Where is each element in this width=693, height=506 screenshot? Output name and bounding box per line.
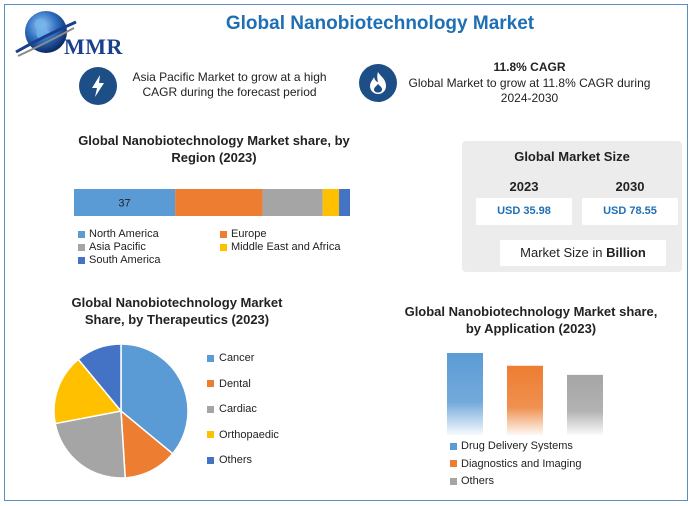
legend-label: Orthopaedic [219, 428, 279, 441]
flame-icon [370, 72, 386, 94]
therapeutics-legend-item: Others [207, 454, 252, 466]
region-chart-title: Global Nanobiotechnology Market share, b… [78, 133, 350, 165]
region-stacked-bar: 37 [74, 189, 350, 216]
value-2023: USD 35.98 [476, 198, 572, 225]
legend-swatch [78, 243, 85, 251]
legend-swatch [220, 243, 227, 251]
page-title: Global Nanobiotechnology Market [225, 13, 535, 34]
legend-swatch [207, 405, 214, 413]
region-legend: North America Europe Asia Pacific Middle Ea… [78, 228, 378, 268]
legend-swatch [207, 354, 214, 362]
highlight-icon-badge [79, 67, 117, 105]
legend-swatch [450, 460, 457, 468]
region-legend-item: Europe [220, 228, 266, 240]
pie-slice-others [77, 343, 122, 414]
region-legend-item: Middle East and Africa [220, 241, 340, 253]
legend-label: Diagnostics and Imaging [461, 457, 582, 470]
footer-prefix: Market Size in [520, 245, 607, 260]
region-legend-item: North America [78, 228, 159, 240]
therapeutics-legend-item: Cancer [207, 352, 254, 364]
application-legend-item: Others [450, 475, 494, 487]
legend-swatch [78, 230, 85, 238]
cagr-title: 11.8% CAGR [493, 60, 566, 74]
legend-label: Cardiac [219, 403, 257, 415]
highlight-text-asia: Asia Pacific Market to grow at a high CA… [132, 70, 327, 99]
market-size-footer: Market Size in Billion [500, 240, 666, 266]
legend-label: Drug Delivery Systems [461, 440, 573, 452]
legend-swatch [220, 230, 227, 238]
region-segment-middle-east-and-africa [322, 189, 340, 216]
legend-label: South America [89, 254, 161, 266]
region-segment-north-america [74, 189, 176, 216]
region-legend-item: Asia Pacific [78, 241, 146, 253]
application-chart-title: Global Nanobiotechnology Market share, b… [404, 304, 658, 336]
market-size-panel: Global Market Size 2023 2030 USD 35.98 U… [462, 141, 682, 272]
legend-swatch [450, 442, 457, 450]
company-logo [10, 8, 140, 66]
region-legend-item: South America [78, 254, 161, 266]
legend-swatch [450, 477, 457, 485]
legend-swatch [207, 380, 214, 388]
globe-icon [15, 11, 77, 57]
highlight-icon-badge [359, 64, 397, 102]
pie-slice-cardiac [54, 410, 127, 479]
legend-label: Others [219, 454, 253, 466]
legend-swatch [207, 456, 214, 464]
pie-slice-orthopaedic [53, 358, 123, 425]
legend-label: Dental [219, 377, 251, 390]
year-2030: 2030 [615, 179, 645, 194]
legend-label: Cancer [219, 352, 255, 364]
legend-label: Asia Pacific [89, 241, 146, 253]
legend-swatch [207, 431, 214, 439]
application-legend-item: Diagnostics and Imaging [450, 458, 581, 470]
application-legend: Drug Delivery Systems Diagnostics and Ima… [450, 440, 640, 492]
market-size-title: Global Market Size [514, 149, 630, 164]
pie-slice-dental [120, 409, 174, 479]
application-bar-drug-delivery-systems [447, 353, 483, 435]
footer-unit: Billion [606, 245, 646, 260]
application-bar-diagnostics-and-imaging [507, 365, 543, 435]
therapeutics-legend-item: Orthopaedic [207, 429, 279, 441]
therapeutics-chart-title: Global Nanobiotechnology Market Share, b… [71, 295, 283, 327]
therapeutics-legend-item: Dental [207, 378, 251, 390]
year-2023: 2023 [509, 179, 539, 194]
therapeutics-pie [53, 343, 189, 479]
therapeutics-legend: Cancer Dental Cardiac Orthopaedic Others [207, 352, 317, 477]
legend-swatch [78, 256, 85, 264]
logo-text: MMR [64, 34, 123, 59]
value-2030: USD 78.55 [582, 198, 678, 225]
highlight-text-cagr: Global Market to grow at 11.8% CAGR duri… [408, 76, 651, 105]
application-bars [447, 353, 603, 435]
region-segment-europe [175, 189, 263, 216]
therapeutics-legend-item: Cardiac [207, 403, 257, 415]
legend-label: Europe [231, 228, 267, 240]
region-segment-asia-pacific [262, 189, 323, 216]
region-data-label: 37 [118, 198, 130, 210]
legend-label: Middle East and Africa [231, 241, 341, 253]
region-segment-south-america [339, 189, 350, 216]
application-legend-item: Drug Delivery Systems [450, 440, 573, 452]
pie-slice-cancer [120, 343, 189, 455]
lightning-icon [92, 75, 104, 97]
legend-label: Others [461, 475, 495, 487]
application-bar-others [567, 374, 603, 435]
infographic-frame [4, 4, 688, 501]
legend-label: North America [89, 228, 159, 240]
